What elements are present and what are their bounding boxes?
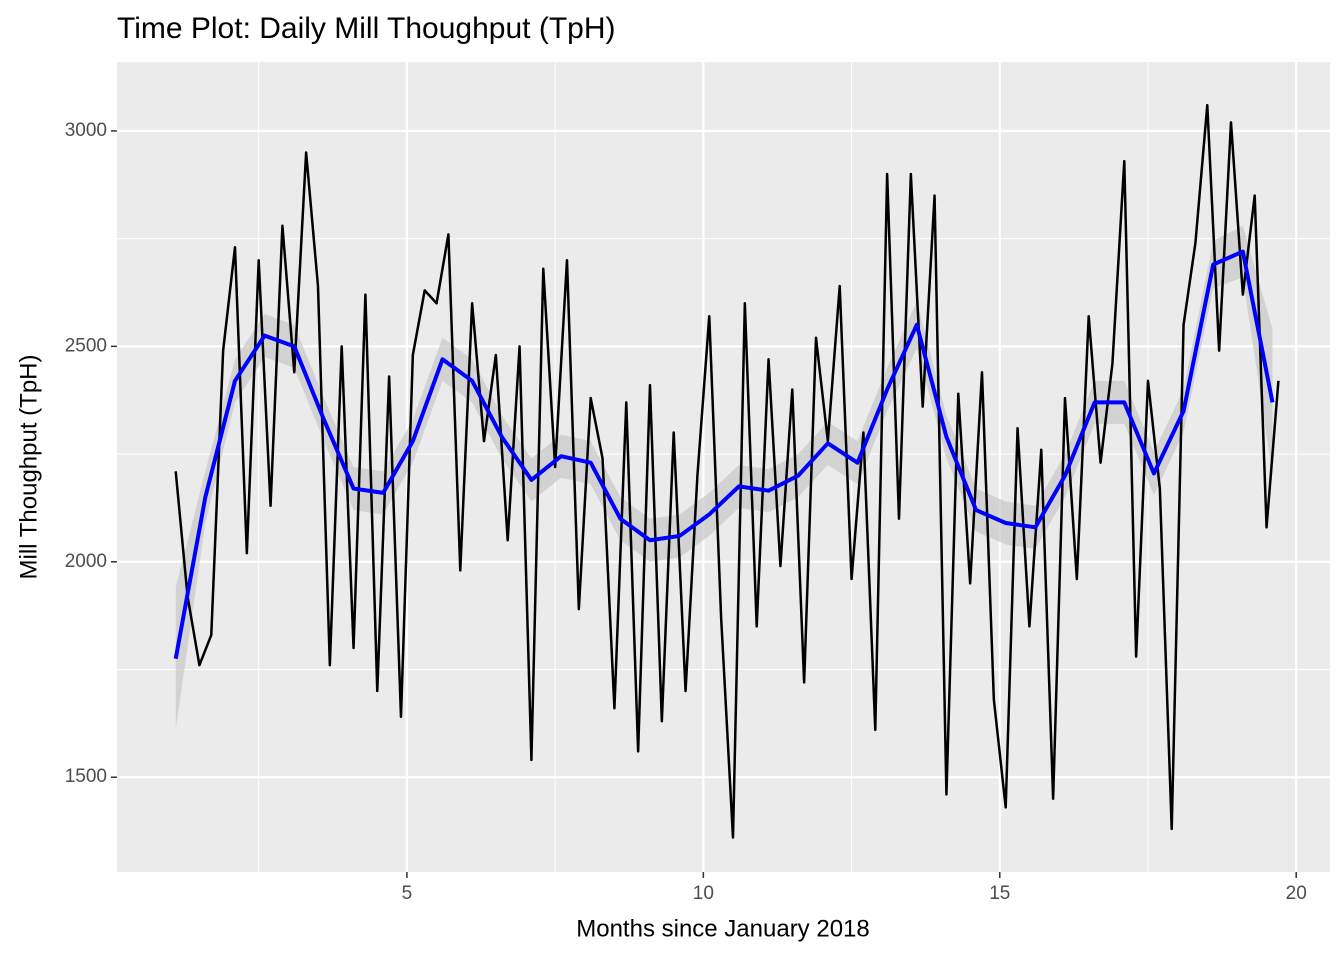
data-line: [174, 103, 1280, 839]
x-tick-label: 10: [693, 883, 714, 904]
y-tick-label: 3000: [65, 120, 107, 141]
chart-title: Time Plot: Daily Mill Thoughput (TpH): [117, 12, 616, 45]
y-axis-title: Mill Thoughput (TpH): [15, 355, 42, 580]
x-tick-label: 20: [1286, 883, 1307, 904]
confidence-band: [175, 225, 1273, 730]
panel: [117, 62, 1330, 872]
y-tick-label: 2500: [65, 335, 107, 356]
y-tick-label: 1500: [65, 766, 107, 787]
x-tick-label: 15: [989, 883, 1010, 904]
x-tick-label: 5: [402, 883, 413, 904]
smooth-line: [173, 249, 1275, 660]
x-axis-title: Months since January 2018: [576, 915, 870, 942]
y-tick-label: 2000: [65, 551, 107, 572]
